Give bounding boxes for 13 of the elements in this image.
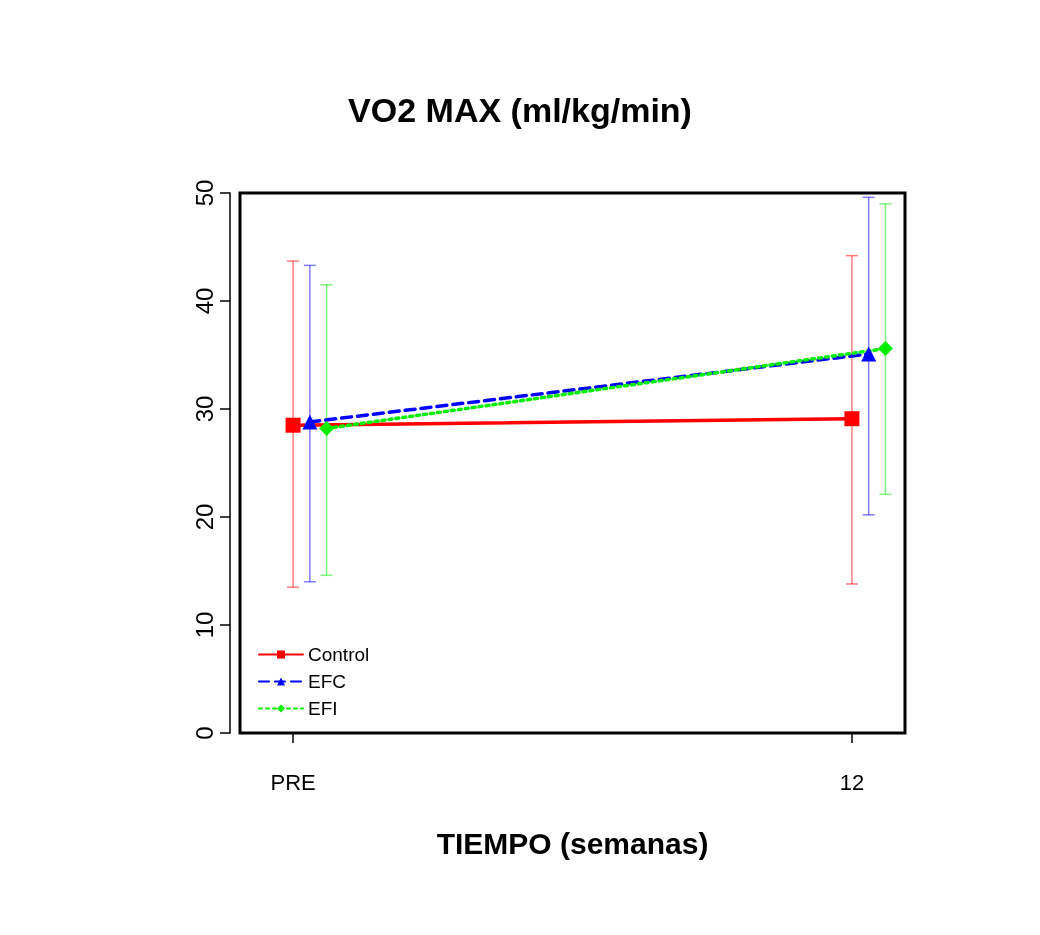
y-tick-label: 20 <box>190 503 218 531</box>
x-tick-label: 12 <box>839 769 865 795</box>
y-tick-label: 10 <box>190 611 218 639</box>
y-tick-label: 50 <box>190 179 218 207</box>
y-tick-label: 30 <box>190 395 218 423</box>
x-tick-label: PRE <box>270 769 316 795</box>
y-tick-label: 0 <box>190 726 218 740</box>
y-tick-label: 40 <box>190 287 218 315</box>
legend-label: Control <box>308 644 370 665</box>
chart-title: VO2 MAX (ml/kg/min) <box>348 91 692 129</box>
legend-label: EFC <box>308 671 346 692</box>
x-axis-title: TIEMPO (semanas) <box>436 826 709 860</box>
legend-label: EFI <box>308 698 338 719</box>
